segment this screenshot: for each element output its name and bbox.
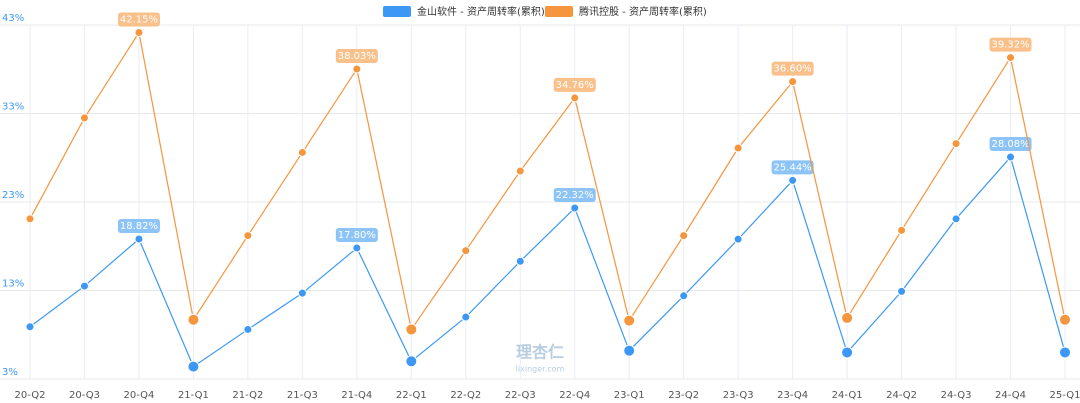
series-line <box>29 30 1066 331</box>
point <box>352 243 362 253</box>
point <box>679 231 689 241</box>
point <box>297 288 307 298</box>
x-tick-label: 23-Q4 <box>777 390 808 401</box>
x-tick-label: 21-Q2 <box>232 390 263 401</box>
legend-label: 腾讯控股 - 资产周转率(累积) <box>579 5 707 18</box>
value-label-bg <box>553 77 596 92</box>
point <box>25 322 35 332</box>
x-tick-label: 22-Q1 <box>396 390 427 401</box>
value-label-bg <box>335 228 378 243</box>
value-label-bg <box>989 37 1032 52</box>
value-label: 42.15% <box>120 15 158 26</box>
point <box>134 28 144 38</box>
x-tick-label: 23-Q3 <box>723 390 754 401</box>
x-tick-label: 21-Q4 <box>341 390 372 401</box>
x-tick-label: 24-Q1 <box>832 390 863 401</box>
value-label: 18.82% <box>120 221 158 232</box>
x-tick-label: 22-Q4 <box>559 390 590 401</box>
x-tick-label: 20-Q3 <box>69 390 100 401</box>
point <box>570 93 580 103</box>
point <box>79 113 89 123</box>
value-label: 34.76% <box>556 80 594 91</box>
x-tick-label: 21-Q1 <box>178 390 209 401</box>
point <box>187 313 200 326</box>
x-tick-label: 25-Q1 <box>1050 390 1080 401</box>
value-label-bg <box>771 160 814 175</box>
value-label: 39.32% <box>991 40 1029 51</box>
watermark: 理杏仁 <box>516 343 564 362</box>
point <box>788 77 798 87</box>
point <box>461 246 471 256</box>
point <box>951 214 961 224</box>
point <box>1059 313 1071 326</box>
point <box>733 143 743 153</box>
point <box>134 234 144 244</box>
point <box>897 286 907 296</box>
point <box>405 355 418 368</box>
point <box>788 175 798 185</box>
y-tick-label: 23% <box>2 190 24 201</box>
x-tick-label: 20-Q2 <box>15 390 46 401</box>
value-label-bg <box>771 61 814 76</box>
x-tick-label: 24-Q4 <box>995 390 1026 401</box>
point <box>623 314 636 327</box>
value-label-bg <box>117 12 160 27</box>
value-label-bg <box>989 137 1032 152</box>
point <box>1059 346 1071 359</box>
x-tick-label: 22-Q3 <box>505 390 536 401</box>
point <box>570 203 580 213</box>
x-tick-label: 21-Q3 <box>287 390 318 401</box>
value-label: 22.32% <box>556 190 594 201</box>
point <box>352 64 362 74</box>
value-label: 25.44% <box>774 162 812 173</box>
value-label-bg <box>335 48 378 63</box>
legend-label: 金山软件 - 资产周转率(累积) <box>417 5 545 18</box>
legend-swatch <box>383 6 411 17</box>
value-label: 17.80% <box>338 230 376 241</box>
y-tick-label: 43% <box>2 13 24 24</box>
y-tick-label: 33% <box>2 102 24 113</box>
point <box>243 231 253 241</box>
watermark: lixinger.com <box>516 365 565 374</box>
point <box>243 324 253 334</box>
x-tick-label: 24-Q3 <box>941 390 972 401</box>
point <box>679 291 689 301</box>
point <box>405 323 418 336</box>
point <box>897 225 907 235</box>
point <box>187 360 200 373</box>
value-label-bg <box>553 188 596 203</box>
point <box>1006 53 1016 63</box>
point <box>623 344 636 357</box>
x-tick-label: 20-Q4 <box>123 390 154 401</box>
point <box>951 139 961 149</box>
y-tick-label: 3% <box>2 367 18 378</box>
x-tick-label: 23-Q2 <box>668 390 699 401</box>
point <box>733 234 743 244</box>
point <box>515 166 525 176</box>
point <box>841 311 854 324</box>
value-label-bg <box>117 218 160 233</box>
legend-swatch <box>545 6 573 17</box>
point <box>79 281 89 291</box>
x-tick-label: 24-Q2 <box>886 390 917 401</box>
point <box>25 214 35 224</box>
y-tick-label: 13% <box>2 279 24 290</box>
point <box>461 312 471 322</box>
point <box>841 346 854 359</box>
x-tick-label: 22-Q2 <box>450 390 481 401</box>
point <box>1006 152 1016 162</box>
x-tick-label: 23-Q1 <box>614 390 645 401</box>
value-label: 36.60% <box>774 64 812 75</box>
value-label: 38.03% <box>338 51 376 62</box>
point <box>515 256 525 266</box>
series-line <box>29 155 1066 368</box>
value-label: 28.08% <box>991 139 1029 150</box>
point <box>297 147 307 157</box>
